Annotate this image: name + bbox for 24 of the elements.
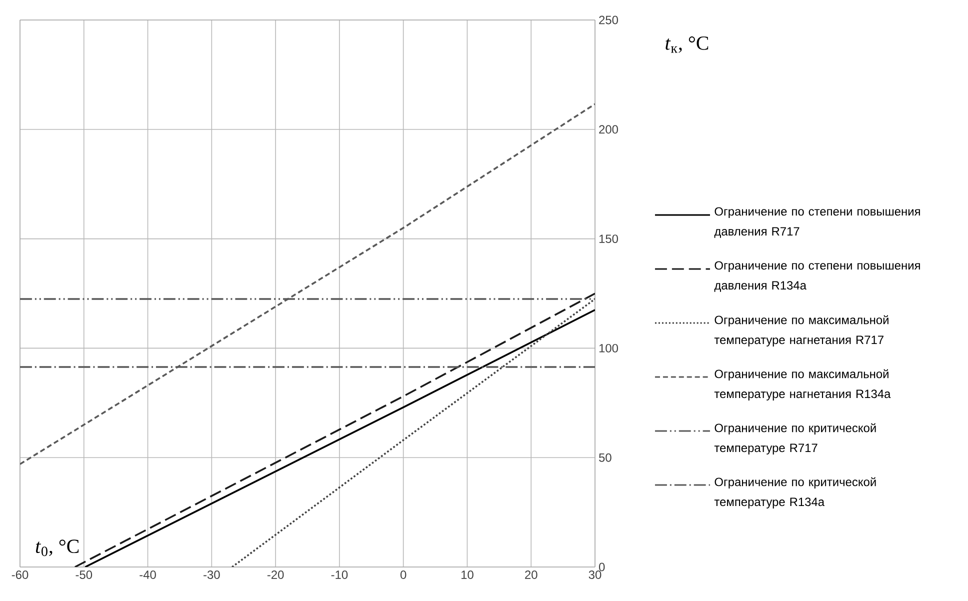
x-tick-label: 30 xyxy=(588,570,602,579)
y-tick-label: 200 xyxy=(599,125,618,134)
x-tick-label: -10 xyxy=(331,570,348,579)
y-tick-label: 100 xyxy=(599,344,618,352)
x-tick-label: -30 xyxy=(204,570,220,579)
x-tick-label: -20 xyxy=(267,570,284,579)
x-tick-label: -60 xyxy=(12,570,28,579)
y-tick-label: 50 xyxy=(599,453,612,462)
y-tick-label: 150 xyxy=(599,234,618,244)
y-tick-label: 0 xyxy=(598,562,605,572)
y-axis-title: t$_{к}$, °C xyxy=(666,36,708,53)
legend-label: Ограничение по максимальной температуре нагнетания R134a xyxy=(714,369,891,400)
x-tick-label: 0 xyxy=(400,570,406,579)
legend-label: Ограничение по критической температуре R717 xyxy=(714,423,876,454)
x-tick-label: -50 xyxy=(76,570,92,579)
x-tick-label: 10 xyxy=(461,570,474,579)
y-tick-label: 250 xyxy=(599,16,618,24)
legend-label: Ограничение по критической температуре R134a xyxy=(714,477,876,508)
x-axis-title: t$_{0}$, °C xyxy=(36,540,79,556)
legend-label: Ограничение по степени повышения давления R134a xyxy=(714,261,920,292)
x-tick-label: -40 xyxy=(140,570,156,579)
legend-label: Ограничение по степени повышения давления R717 xyxy=(714,207,920,238)
legend-label: Ограничение по максимальной температуре нагнетания R717 xyxy=(714,315,888,346)
x-tick-label: 20 xyxy=(525,570,538,579)
